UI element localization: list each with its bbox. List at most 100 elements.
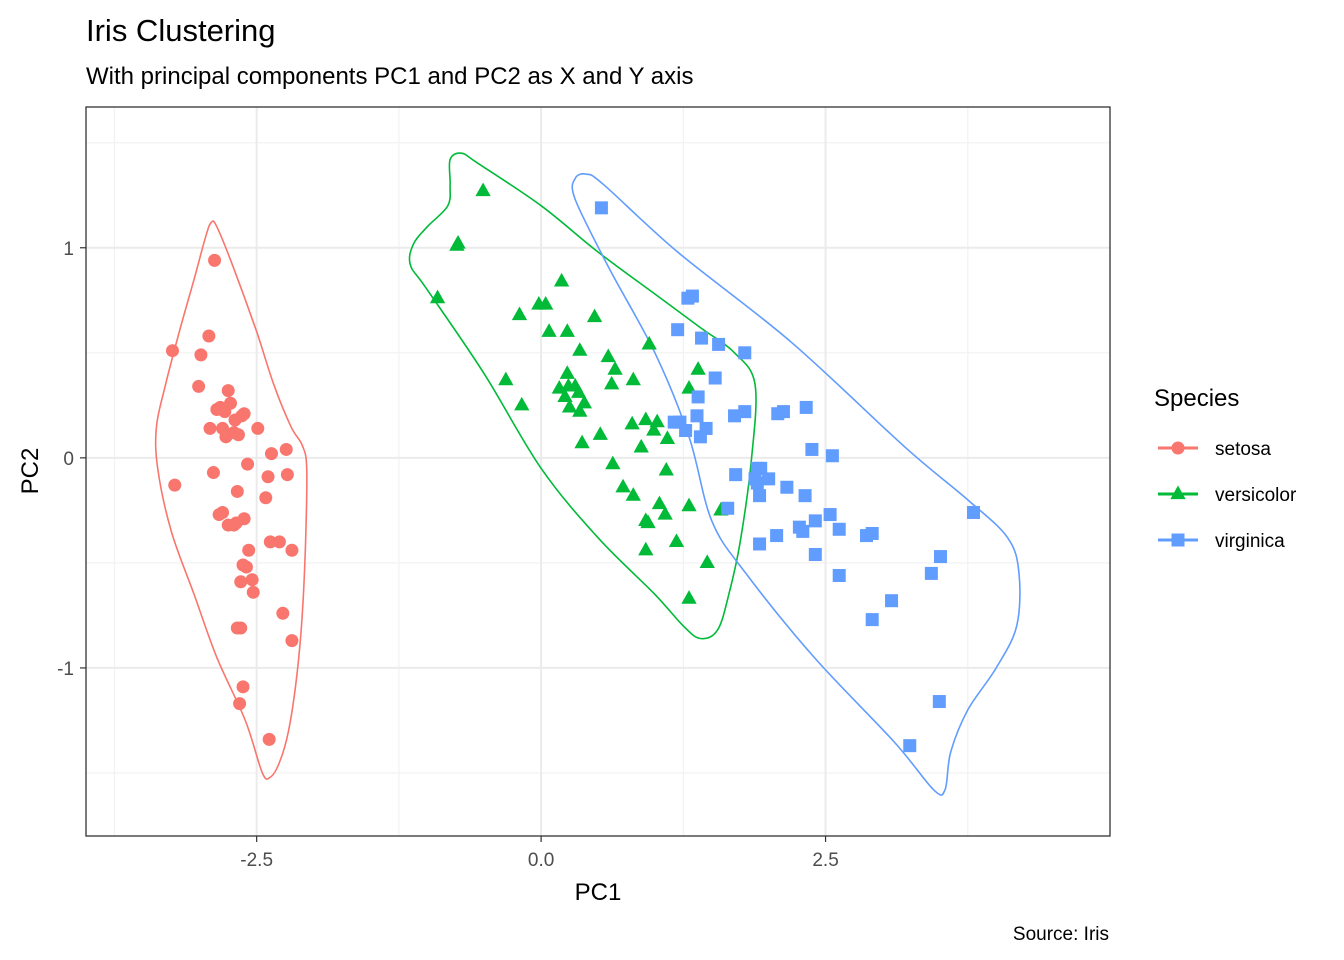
point-versicolor	[574, 434, 590, 449]
point-versicolor	[625, 487, 641, 501]
point-virginica	[738, 405, 752, 419]
point-virginica	[825, 449, 839, 463]
point-virginica	[808, 514, 822, 528]
point-virginica	[679, 424, 693, 438]
point-versicolor	[681, 380, 697, 394]
point-setosa	[168, 478, 182, 492]
point-setosa	[231, 428, 245, 442]
point-versicolor	[668, 533, 685, 547]
point-versicolor	[615, 478, 631, 493]
point-virginica	[770, 529, 784, 543]
point-setosa	[230, 621, 244, 635]
point-versicolor	[475, 182, 491, 197]
point-setosa	[165, 344, 179, 358]
point-versicolor	[429, 289, 446, 304]
point-virginica	[808, 547, 822, 561]
point-virginica	[762, 472, 776, 486]
point-virginica	[691, 390, 705, 404]
point-virginica	[865, 526, 879, 540]
point-setosa	[251, 421, 265, 435]
point-setosa	[219, 430, 233, 444]
point-versicolor	[658, 461, 674, 476]
point-versicolor	[641, 335, 657, 350]
point-virginica	[594, 201, 608, 215]
point-versicolor	[449, 237, 465, 251]
point-versicolor	[560, 377, 577, 392]
point-setosa	[234, 575, 248, 589]
point-versicolor	[646, 422, 662, 436]
point-setosa	[280, 468, 294, 482]
point-versicolor	[559, 323, 575, 337]
point-versicolor	[657, 506, 673, 520]
point-virginica	[708, 371, 722, 385]
x-axis-label: PC1	[575, 879, 622, 906]
point-virginica	[695, 331, 709, 345]
point-virginica	[865, 613, 879, 627]
point-setosa	[194, 348, 208, 362]
point-setosa	[233, 697, 247, 711]
legend-key-marker-virginica	[1171, 533, 1185, 547]
point-virginica	[671, 323, 685, 337]
plot-border	[85, 106, 1111, 837]
point-setosa	[241, 457, 255, 471]
point-versicolor	[571, 384, 587, 398]
y-tick-label: 1	[63, 239, 74, 260]
point-setosa	[276, 606, 290, 620]
point-setosa	[227, 518, 241, 532]
point-virginica	[924, 566, 938, 580]
point-virginica	[693, 430, 707, 444]
y-axis-label: PC2	[17, 448, 44, 495]
point-virginica	[690, 409, 704, 423]
point-virginica	[753, 489, 767, 503]
chart-caption: Source: Iris	[1013, 924, 1109, 945]
legend-label-versicolor: versicolor	[1215, 485, 1297, 506]
point-versicolor	[551, 380, 567, 394]
point-versicolor	[511, 306, 528, 321]
point-virginica	[966, 505, 980, 519]
point-setosa	[242, 543, 256, 557]
y-axis-ticks: -1 0 1	[57, 239, 86, 680]
point-setosa	[263, 535, 277, 549]
point-versicolor	[690, 361, 706, 375]
point-versicolor	[592, 426, 608, 440]
point-virginica	[823, 508, 837, 522]
hull-setosa	[154, 220, 308, 781]
point-versicolor	[498, 371, 514, 386]
point-setosa	[228, 413, 242, 427]
point-versicolor	[638, 541, 654, 556]
point-versicolor	[514, 396, 530, 411]
point-versicolor	[576, 394, 592, 409]
hull-versicolor	[408, 152, 757, 640]
point-versicolor	[659, 430, 676, 445]
point-setosa	[237, 512, 251, 526]
legend-label-setosa: setosa	[1215, 439, 1271, 460]
point-virginica	[799, 400, 813, 414]
point-setosa	[202, 329, 216, 343]
point-setosa	[236, 680, 250, 694]
point-versicolor	[625, 371, 641, 386]
point-versicolor	[572, 403, 588, 417]
plot-panel	[86, 107, 1110, 836]
point-virginica	[712, 337, 726, 351]
point-setosa	[262, 732, 276, 746]
chart-title: Iris Clustering	[86, 13, 276, 48]
point-setosa	[218, 405, 232, 419]
point-setosa	[239, 560, 253, 574]
point-virginica	[805, 442, 819, 456]
point-virginica	[780, 480, 794, 494]
point-virginica	[685, 289, 699, 303]
point-versicolor	[604, 375, 620, 390]
point-versicolor	[600, 348, 616, 363]
point-versicolor	[586, 308, 603, 323]
point-virginica	[750, 476, 764, 490]
point-setosa	[212, 508, 226, 522]
point-virginica	[832, 568, 846, 582]
y-tick-label: 0	[63, 449, 74, 470]
point-setosa	[192, 379, 206, 393]
x-tick-label: 0.0	[528, 850, 554, 871]
legend: setosa versicolor virginica	[1158, 439, 1297, 552]
point-versicolor	[572, 342, 588, 356]
point-versicolor	[553, 272, 570, 287]
point-setosa	[206, 466, 220, 480]
